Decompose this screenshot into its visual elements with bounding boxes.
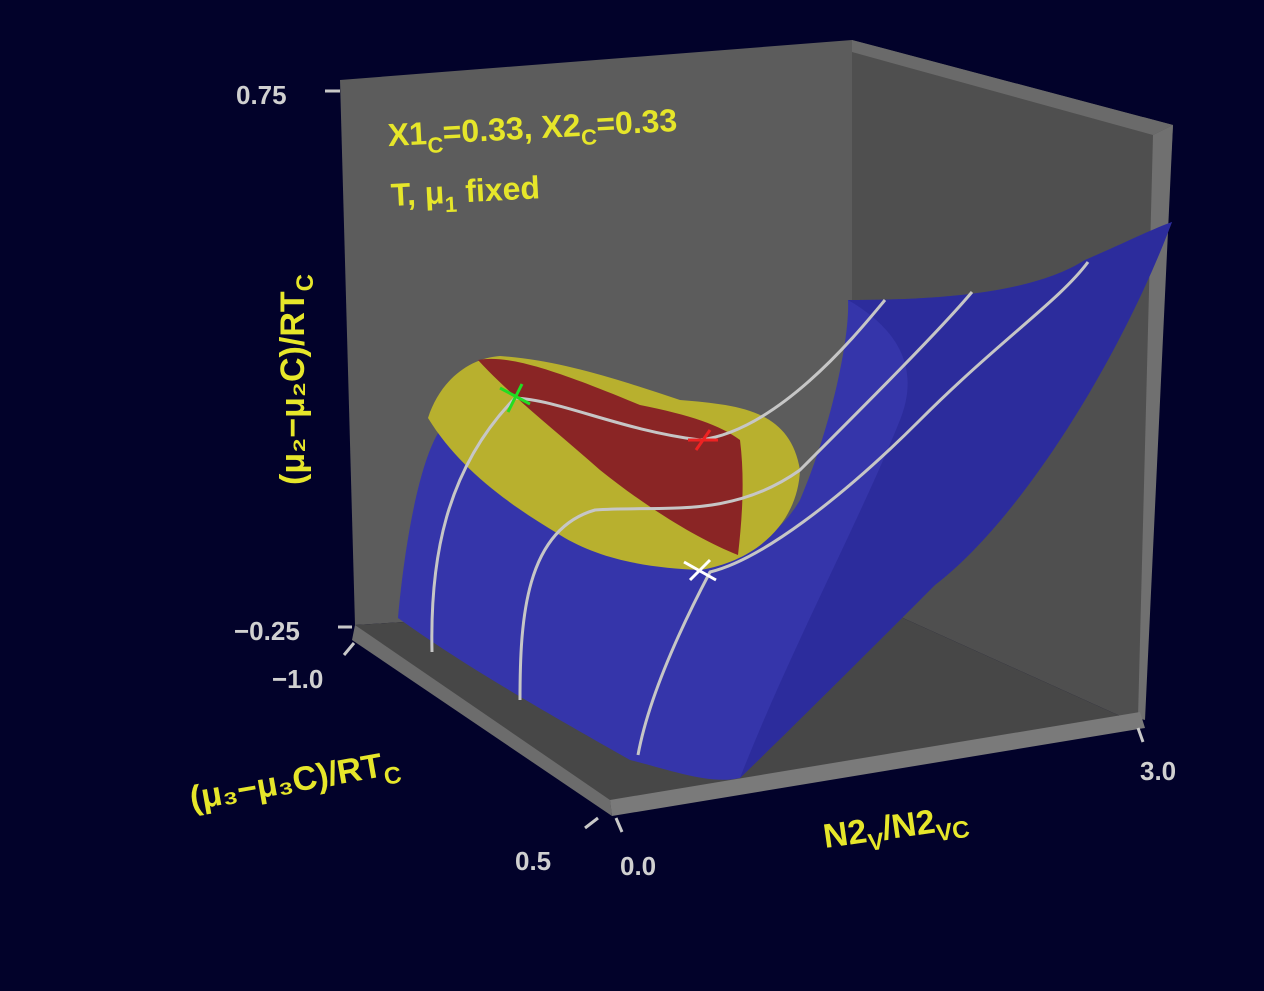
annotation-line1: X1C=0.33, X2C=0.33: [387, 102, 679, 160]
tick-y-front: [584, 816, 599, 830]
z-axis-label: (μ₂−μ₂C)/RTC: [274, 274, 319, 485]
tick-label-z-top: 0.75: [236, 80, 287, 110]
floor-left-rim: [352, 625, 612, 816]
marker-white: [683, 558, 717, 582]
y-axis-label: (μ₃−μ₃C)/RTC: [187, 744, 404, 825]
x-axis-label: N2V/N2VC: [821, 798, 972, 863]
contour-1: [430, 299, 887, 653]
contour-3: [636, 261, 1090, 756]
surface-shade: [740, 222, 1172, 778]
right-wall-rim: [1138, 125, 1173, 720]
tick-label-y-front: 0.5: [515, 846, 551, 876]
tick-label-y-back: −1.0: [272, 664, 323, 694]
annotation: X1C=0.33, X2C=0.33 T, μ1 fixed: [387, 102, 679, 220]
floor-front-rim: [610, 712, 1145, 816]
tick-label-z-bottom: −0.25: [234, 616, 300, 646]
tick-x-right: [1136, 727, 1145, 743]
right-wall-top-rim: [852, 40, 1173, 135]
contour-lines: [430, 261, 1090, 756]
annotation-line2: T, μ1 fixed: [390, 169, 541, 220]
marker-green: [499, 383, 531, 413]
tick-y-back: [342, 642, 356, 656]
tick-x-left: [614, 817, 624, 833]
marker-red: [688, 429, 718, 451]
contour-2: [518, 291, 974, 701]
tick-label-x-left: 0.0: [620, 851, 656, 881]
region-inner: [478, 358, 743, 555]
tick-label-x-right: 3.0: [1140, 756, 1176, 786]
tick-marks: [325, 89, 1145, 833]
